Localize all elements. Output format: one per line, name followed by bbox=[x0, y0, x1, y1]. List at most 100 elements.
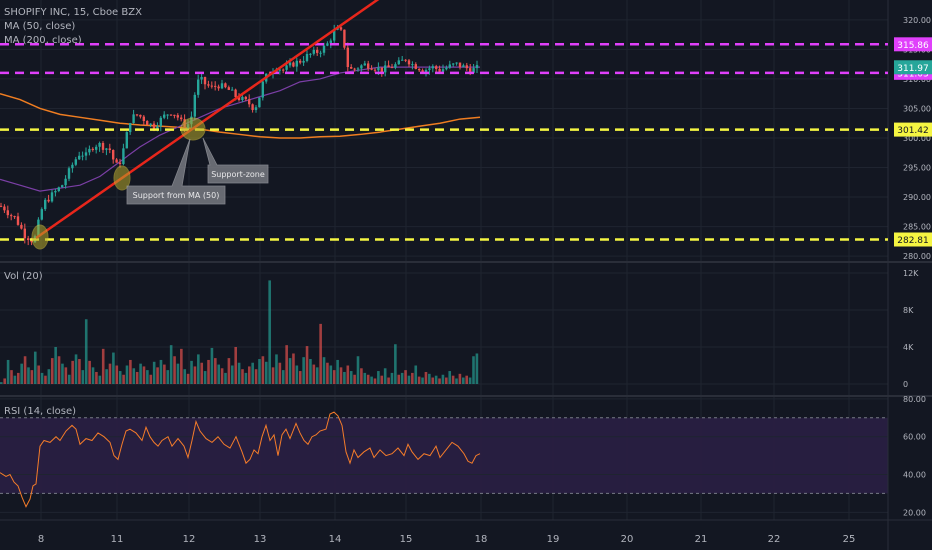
candle-body bbox=[295, 60, 298, 67]
rsi-legend[interactable]: RSI (14, close) bbox=[4, 406, 77, 417]
volume-bar bbox=[27, 367, 30, 384]
volume-bar bbox=[197, 354, 200, 384]
volume-bar bbox=[319, 323, 322, 384]
candle-body bbox=[346, 47, 349, 68]
time-tick-label: 21 bbox=[695, 534, 708, 545]
candle-body bbox=[67, 168, 71, 179]
volume-bar bbox=[234, 347, 238, 384]
volume-bar bbox=[431, 377, 435, 384]
price-tick-label: 300.00 bbox=[903, 134, 931, 143]
volume-bar bbox=[329, 365, 333, 384]
candle-body bbox=[475, 65, 479, 69]
candle-body bbox=[288, 62, 292, 66]
time-tick-label: 20 bbox=[621, 534, 634, 545]
candle-body bbox=[23, 228, 26, 239]
volume-bar bbox=[176, 363, 180, 384]
volume-bar bbox=[57, 356, 61, 384]
candle-body bbox=[54, 190, 57, 193]
volume-bar bbox=[407, 375, 411, 384]
volume-bar bbox=[44, 375, 47, 384]
candle-body bbox=[16, 216, 20, 225]
candle-body bbox=[455, 62, 458, 64]
volume-bar bbox=[118, 371, 122, 384]
price-tick-label: 290.00 bbox=[903, 193, 931, 202]
volume-bar bbox=[397, 374, 401, 384]
callout-box-ma50 bbox=[126, 138, 226, 205]
volume-tick-label: 4K bbox=[903, 343, 914, 352]
candle-body bbox=[350, 67, 353, 69]
volume-bar bbox=[315, 367, 319, 384]
volume-bar bbox=[411, 372, 414, 384]
candle-body bbox=[227, 87, 230, 90]
volume-bar bbox=[20, 363, 23, 384]
volume-bar bbox=[363, 372, 367, 384]
candle-body bbox=[312, 49, 315, 54]
volume-bar bbox=[264, 361, 268, 384]
price-tick-label: 320.00 bbox=[903, 16, 931, 25]
symbol-title: SHOPIFY INC, 15, Cboe BZX bbox=[4, 7, 142, 18]
volume-bar bbox=[275, 354, 278, 384]
candle-body bbox=[322, 45, 326, 53]
volume-legend[interactable]: Vol (20) bbox=[4, 271, 43, 282]
volume-bar bbox=[30, 370, 34, 384]
candle-body bbox=[193, 94, 196, 117]
volume-tick-label: 12K bbox=[903, 269, 919, 278]
volume-bar bbox=[95, 371, 98, 384]
ma200-legend[interactable]: MA (200, close) bbox=[4, 35, 82, 46]
candle-body bbox=[407, 60, 411, 65]
candle-body bbox=[122, 148, 125, 165]
volume-bar bbox=[268, 280, 271, 384]
volume-bar bbox=[387, 377, 390, 384]
volume-bar bbox=[326, 362, 329, 384]
volume-bar bbox=[305, 346, 309, 384]
candle-body bbox=[428, 68, 431, 70]
candle-body bbox=[319, 52, 322, 54]
candle-body bbox=[370, 68, 373, 70]
volume-bar bbox=[108, 363, 112, 384]
candle-body bbox=[234, 89, 237, 98]
volume-bar bbox=[98, 375, 102, 384]
volume-bar bbox=[142, 366, 146, 384]
volume-bar bbox=[424, 371, 428, 384]
candle-body bbox=[465, 65, 468, 69]
candle-body bbox=[13, 216, 16, 218]
volume-bar bbox=[292, 353, 295, 384]
ma50-legend[interactable]: MA (50, close) bbox=[4, 21, 76, 32]
volume-bar bbox=[302, 357, 305, 384]
candle-body bbox=[0, 205, 3, 207]
volume-bar bbox=[112, 352, 115, 384]
candle-body bbox=[214, 85, 217, 87]
candle-body bbox=[95, 146, 98, 150]
candle-body bbox=[248, 99, 251, 105]
volume-bar bbox=[244, 372, 248, 384]
candle-body bbox=[462, 65, 465, 68]
candle-body bbox=[61, 185, 64, 188]
candle-body bbox=[71, 164, 74, 169]
volume-bar bbox=[105, 369, 108, 384]
volume-bar bbox=[373, 378, 377, 384]
candle-body bbox=[132, 114, 135, 124]
candle-body bbox=[373, 69, 377, 71]
time-tick-label: 11 bbox=[111, 534, 124, 545]
trendline bbox=[35, 0, 380, 240]
volume-tick-label: 8K bbox=[903, 306, 914, 315]
candle-body bbox=[108, 148, 111, 150]
candle-body bbox=[394, 64, 397, 68]
volume-bar bbox=[349, 371, 353, 384]
rsi-tick-label: 60.00 bbox=[903, 433, 926, 442]
volume-bar bbox=[122, 374, 125, 384]
volume-bar bbox=[132, 368, 136, 384]
candle-body bbox=[326, 43, 329, 46]
volume-bar bbox=[50, 358, 54, 384]
candle-body bbox=[363, 63, 366, 66]
volume-bar bbox=[366, 374, 370, 384]
candle-body bbox=[197, 79, 200, 95]
candle-body bbox=[44, 199, 47, 210]
candle-body bbox=[431, 66, 434, 69]
candle-body bbox=[27, 238, 30, 241]
candle-body bbox=[47, 199, 50, 202]
volume-bar bbox=[224, 372, 227, 384]
last-price-tag: 311.97 bbox=[897, 64, 929, 74]
volume-bar bbox=[169, 345, 173, 384]
